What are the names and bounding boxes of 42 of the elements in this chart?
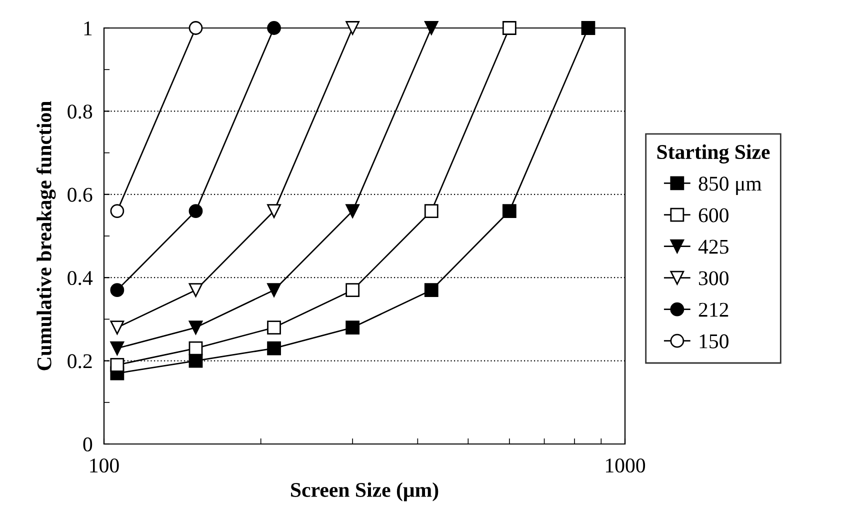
point	[267, 320, 281, 334]
legend-label: 150	[700, 334, 728, 348]
point	[502, 204, 516, 218]
legend-label: 850 μm	[698, 176, 762, 195]
point	[424, 204, 438, 218]
point	[267, 21, 281, 35]
legend-label: 212	[698, 302, 728, 317]
x-tick-label: 100	[90, 458, 119, 473]
y-tick-label: 0.8	[68, 104, 92, 119]
x-axis-title: Screen Size (μm)	[291, 482, 438, 502]
point	[188, 204, 203, 218]
point	[267, 283, 281, 298]
point	[110, 320, 124, 334]
y-tick-label: 0.4	[68, 270, 93, 286]
y-tick-label: 0.6	[68, 188, 92, 202]
point	[110, 283, 124, 298]
legend-label: 300	[698, 271, 728, 286]
point	[267, 341, 281, 356]
point	[188, 21, 203, 35]
point	[346, 21, 360, 35]
point	[110, 204, 124, 218]
y-tick-label: 0.2	[68, 354, 92, 368]
point	[581, 21, 596, 35]
point	[188, 341, 203, 356]
point	[424, 283, 438, 298]
x-tick-label: 1000	[606, 458, 646, 473]
legend-label: 600	[698, 208, 728, 222]
point	[346, 204, 360, 218]
point	[424, 21, 438, 35]
point	[110, 358, 124, 372]
point	[110, 341, 124, 356]
y-tick-label: 1	[84, 21, 92, 36]
point	[502, 21, 516, 35]
y-tick-label: 0	[83, 437, 92, 452]
point	[267, 204, 281, 218]
point	[346, 320, 360, 334]
point	[188, 283, 203, 298]
legend-label: 425	[698, 240, 728, 254]
point	[188, 320, 203, 334]
y-axis-title: Cumulative breakage function	[36, 101, 56, 370]
legend-title: Starting Size	[657, 144, 770, 164]
point	[346, 283, 360, 298]
